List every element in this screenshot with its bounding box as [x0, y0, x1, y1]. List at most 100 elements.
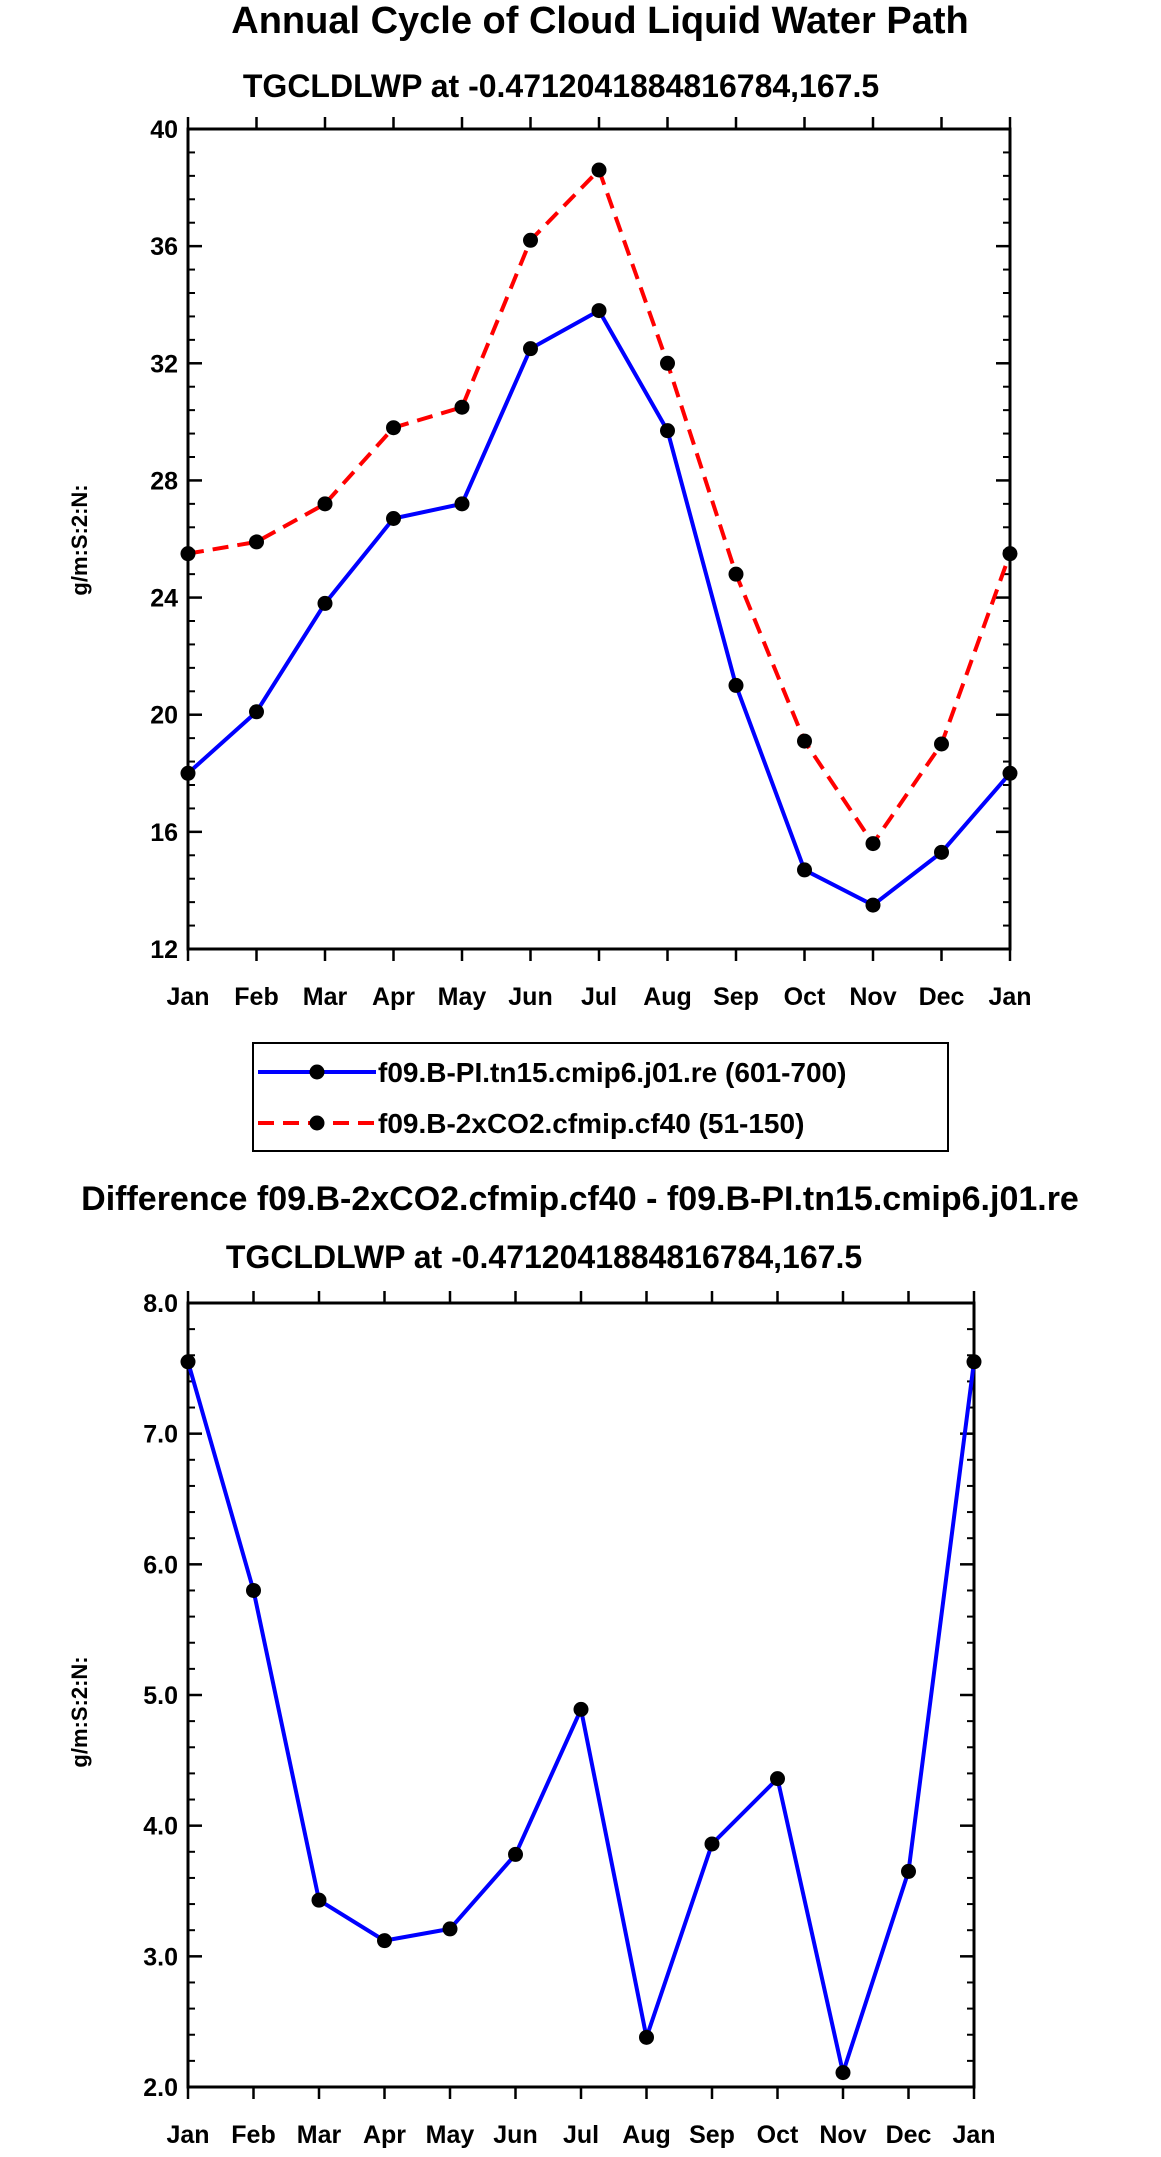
bottom-axis-ticks	[186, 1291, 976, 2099]
bottom-xtick-label: Jan	[166, 2121, 209, 2149]
top-series-0-point	[454, 496, 470, 512]
bottom-xtick-label: Nov	[819, 2121, 866, 2149]
bottom-xtick-label: Jan	[952, 2121, 995, 2149]
legend-label-2xco2: f09.B-2xCO2.cfmip.cf40 (51-150)	[378, 1108, 804, 1139]
top-series-group	[180, 162, 1018, 913]
bottom-plot-frame	[186, 1301, 976, 2089]
bottom-series-0-point	[508, 1846, 523, 1862]
legend-box	[252, 1042, 949, 1152]
top-series-1-point	[386, 420, 401, 436]
bottom-ytick-label: 4.0	[143, 1813, 178, 1841]
top-ytick-label: 36	[150, 233, 178, 261]
top-ytick-label: 28	[150, 467, 178, 495]
top-series-1-point	[660, 355, 675, 371]
legend-marker-2xco2	[309, 1115, 325, 1131]
bottom-chart-subtitle: TGCLDLWP at -0.4712041884816784,167.5	[226, 1239, 862, 1275]
bottom-series-0-point	[835, 2065, 851, 2081]
top-series-0-point	[317, 595, 333, 611]
top-xtick-label: Aug	[643, 983, 692, 1011]
bottom-xtick-label: Feb	[231, 2121, 275, 2149]
bottom-series-0-point	[246, 1582, 261, 1598]
top-series-1-point	[591, 162, 607, 178]
bottom-xtick-label: Mar	[297, 2121, 342, 2149]
top-xtick-label: Jan	[988, 983, 1031, 1011]
bottom-series-0-point	[704, 1836, 720, 1852]
top-series-0-point	[865, 897, 881, 913]
bottom-xtick-label: Oct	[757, 2121, 799, 2149]
top-axis-ticks	[186, 117, 1012, 961]
bottom-xtick-label: Aug	[622, 2121, 671, 2149]
top-series-1-point	[797, 733, 812, 749]
top-chart-ylabel: g/m:S:2:N:	[67, 484, 92, 595]
top-xtick-label: Sep	[713, 983, 759, 1011]
top-ytick-label: 12	[150, 936, 178, 964]
top-series-0-point	[249, 704, 264, 720]
top-series-1-point	[454, 399, 470, 415]
top-series-1-point	[728, 566, 744, 582]
bottom-ytick-label: 3.0	[143, 1943, 178, 1971]
bottom-x-tick-labels: Jan Feb Mar Apr May Jun Jul Aug Sep Oct Nov Dec Jan	[166, 2121, 995, 2149]
top-series-line-1	[187, 168, 1012, 846]
bottom-chart-ylabel: g/m:S:2:N:	[67, 1656, 92, 1767]
top-xtick-label: Jul	[581, 983, 617, 1011]
bottom-series-0-point	[573, 1701, 589, 1717]
top-series-1-point	[249, 534, 264, 550]
top-xtick-label: Nov	[849, 983, 896, 1011]
top-series-1-point	[523, 232, 538, 248]
top-xtick-label: Feb	[234, 983, 278, 1011]
top-series-0-point	[934, 844, 949, 860]
top-series-0-point	[660, 423, 675, 439]
top-ytick-label: 20	[150, 702, 178, 730]
top-ytick-label: 16	[150, 819, 178, 847]
bottom-ytick-label: 6.0	[143, 1551, 178, 1579]
top-series-1-point	[865, 836, 881, 852]
top-legend: f09.B-PI.tn15.cmip6.j01.re (601-700) f09…	[252, 1042, 949, 1152]
bottom-chart-title: Difference f09.B-2xCO2.cfmip.cf40 - f09.…	[81, 1180, 1079, 1218]
top-series-0-point	[523, 341, 538, 357]
bottom-ytick-label: 8.0	[143, 1290, 178, 1318]
top-ytick-label: 40	[150, 116, 178, 144]
bottom-xtick-label: Apr	[363, 2121, 406, 2149]
top-series-0-point	[591, 303, 607, 319]
top-xtick-label: Dec	[919, 983, 965, 1011]
bottom-series-0-point	[966, 1354, 982, 1370]
top-xtick-label: Jun	[508, 983, 552, 1011]
top-x-tick-labels: Jan Feb Mar Apr May Jun Jul Aug Sep Oct Nov Dec Jan	[166, 983, 1031, 1011]
top-xtick-label: Apr	[372, 983, 415, 1011]
bottom-ytick-label: 7.0	[143, 1421, 178, 1449]
bottom-series-0-point	[180, 1354, 196, 1370]
bottom-xtick-label: Jul	[563, 2121, 599, 2149]
bottom-series-group	[180, 1354, 982, 2081]
top-series-0-point	[728, 677, 744, 693]
bottom-xtick-label: May	[426, 2121, 475, 2149]
top-xtick-label: Oct	[784, 983, 826, 1011]
top-xtick-label: Jan	[166, 983, 209, 1011]
top-y-tick-labels: 12 16 20 24 28 32 36 40	[150, 116, 178, 964]
top-series-0-point	[386, 511, 401, 526]
top-series-line-0	[186, 308, 1012, 908]
bottom-series-0-point	[442, 1921, 458, 1937]
bottom-series-0-point	[639, 2029, 654, 2045]
top-chart-subtitle: TGCLDLWP at -0.4712041884816784,167.5	[243, 68, 879, 104]
bottom-xtick-label: Jun	[493, 2121, 537, 2149]
top-xtick-label: May	[438, 983, 487, 1011]
top-ytick-label: 24	[150, 585, 178, 613]
bottom-series-0-point	[311, 1892, 327, 1908]
top-series-1-point	[934, 736, 949, 752]
bottom-ytick-label: 2.0	[143, 2074, 178, 2102]
top-ytick-label: 32	[150, 350, 178, 378]
top-xtick-label: Mar	[303, 983, 348, 1011]
top-chart-title: Annual Cycle of Cloud Liquid Water Path	[231, 0, 969, 42]
bottom-series-line-0	[186, 1361, 976, 2075]
bottom-xtick-label: Sep	[689, 2121, 735, 2149]
top-series-1-point	[317, 496, 333, 512]
legend-label-pi: f09.B-PI.tn15.cmip6.j01.re (601-700)	[378, 1057, 846, 1088]
top-series-0-point	[797, 862, 812, 878]
bottom-y-tick-labels: 2.0 3.0 4.0 5.0 6.0 7.0 8.0	[143, 1290, 178, 2102]
bottom-series-0-point	[377, 1933, 392, 1949]
top-chart: Annual Cycle of Cloud Liquid Water Path …	[67, 0, 1032, 1152]
top-series-0-point	[1002, 765, 1018, 781]
legend-marker-pi	[309, 1064, 325, 1080]
bottom-ytick-label: 5.0	[143, 1682, 178, 1710]
